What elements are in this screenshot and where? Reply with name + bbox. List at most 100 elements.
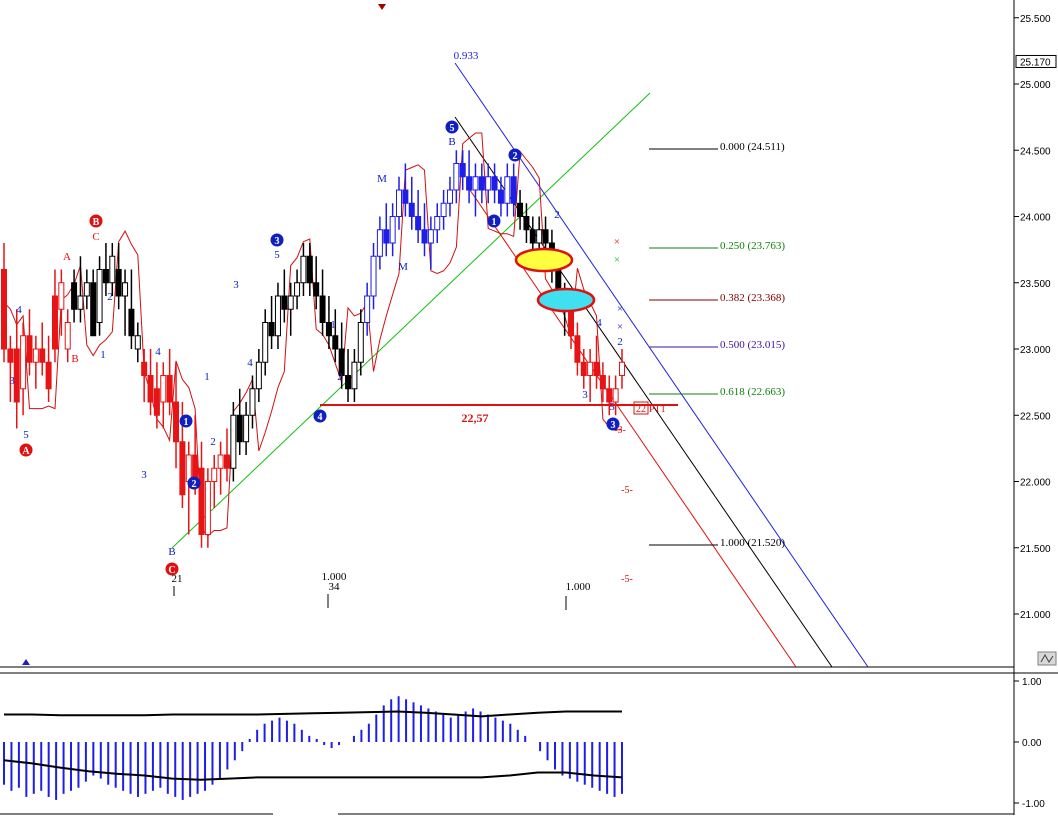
candle[interactable]	[287, 282, 294, 336]
candle[interactable]	[427, 216, 434, 270]
candle[interactable]	[345, 349, 352, 402]
candle[interactable]	[485, 163, 492, 204]
candle[interactable]	[396, 176, 403, 230]
candle[interactable]	[7, 335, 14, 402]
candle[interactable]	[446, 176, 453, 217]
candle[interactable]	[338, 322, 345, 389]
candle[interactable]	[122, 269, 129, 336]
candle[interactable]	[440, 190, 447, 230]
candle[interactable]	[166, 349, 173, 416]
candle[interactable]	[83, 269, 90, 310]
zoom-icon[interactable]	[1037, 651, 1057, 666]
price-tick-label: 23.000	[1020, 345, 1051, 356]
candle[interactable]	[612, 375, 619, 416]
candle[interactable]	[51, 269, 58, 363]
candle[interactable]	[332, 309, 339, 363]
candle[interactable]	[300, 243, 307, 296]
candle[interactable]	[459, 150, 466, 190]
candle[interactable]	[90, 269, 97, 337]
candle[interactable]	[325, 296, 332, 349]
candle[interactable]	[160, 362, 167, 429]
green-trend-line	[171, 92, 651, 549]
candle[interactable]	[593, 335, 600, 389]
candle[interactable]	[268, 296, 275, 349]
candle[interactable]	[319, 269, 326, 336]
candle[interactable]	[357, 309, 364, 376]
candle[interactable]	[472, 163, 479, 217]
candle[interactable]	[421, 203, 428, 257]
candle[interactable]	[587, 349, 594, 402]
candle[interactable]	[580, 349, 587, 389]
candle[interactable]	[71, 269, 78, 323]
candle[interactable]	[306, 243, 313, 296]
candle[interactable]	[230, 402, 237, 482]
candle[interactable]	[491, 163, 498, 204]
candle[interactable]	[243, 402, 250, 455]
wave-label: 2	[107, 291, 113, 303]
candles[interactable]	[1, 150, 625, 548]
candle[interactable]	[173, 362, 180, 469]
candle[interactable]	[478, 163, 485, 204]
candle[interactable]	[599, 362, 606, 402]
candle[interactable]	[128, 269, 135, 350]
candle[interactable]	[134, 322, 141, 363]
candle[interactable]	[77, 256, 84, 323]
candle[interactable]	[510, 163, 517, 217]
candle[interactable]	[574, 322, 581, 376]
candle[interactable]	[415, 190, 422, 243]
candle[interactable]	[383, 203, 390, 257]
candle[interactable]	[517, 190, 524, 230]
candle[interactable]	[96, 256, 103, 336]
candle[interactable]	[141, 349, 148, 402]
candle[interactable]	[313, 256, 320, 310]
candle[interactable]	[370, 243, 377, 310]
wave-label: C	[92, 231, 99, 243]
candle[interactable]	[26, 309, 33, 376]
candle[interactable]	[255, 349, 262, 402]
candle[interactable]	[376, 216, 383, 270]
candle[interactable]	[20, 322, 27, 416]
candle[interactable]	[281, 269, 288, 323]
candle[interactable]	[389, 203, 396, 257]
candle[interactable]	[523, 203, 530, 243]
candle[interactable]	[39, 322, 46, 376]
candle[interactable]	[223, 428, 230, 482]
candle[interactable]	[249, 375, 256, 429]
osc-tick-label: 0.00	[1022, 738, 1042, 749]
candle[interactable]	[32, 335, 39, 389]
candle[interactable]	[147, 349, 154, 416]
candle[interactable]	[434, 203, 441, 243]
candle[interactable]	[274, 282, 281, 349]
candle[interactable]	[364, 282, 371, 336]
candle[interactable]	[408, 176, 415, 230]
candle[interactable]	[294, 269, 301, 310]
candle[interactable]	[109, 243, 116, 296]
candle[interactable]	[102, 243, 109, 296]
wave-label: A	[63, 251, 71, 263]
candle[interactable]	[402, 163, 409, 217]
candle[interactable]	[153, 362, 160, 429]
candle[interactable]	[262, 309, 269, 376]
candle[interactable]	[453, 150, 460, 204]
candle[interactable]	[211, 455, 218, 508]
wave-circle-label: 2	[187, 476, 201, 490]
candle[interactable]	[497, 176, 504, 217]
candle[interactable]	[1, 243, 7, 363]
candle[interactable]	[58, 269, 65, 336]
candle[interactable]	[13, 309, 20, 429]
candle[interactable]	[198, 441, 205, 548]
candle[interactable]	[619, 349, 625, 389]
candle[interactable]	[466, 150, 473, 204]
wave-label: B	[71, 353, 78, 365]
candle[interactable]	[236, 388, 243, 455]
candle[interactable]	[115, 243, 122, 310]
candle[interactable]	[204, 468, 211, 548]
candle[interactable]	[217, 441, 224, 495]
candle[interactable]	[64, 309, 71, 363]
candle[interactable]	[606, 375, 613, 416]
candle[interactable]	[351, 349, 358, 402]
candle[interactable]	[45, 335, 52, 402]
candle[interactable]	[504, 163, 511, 217]
